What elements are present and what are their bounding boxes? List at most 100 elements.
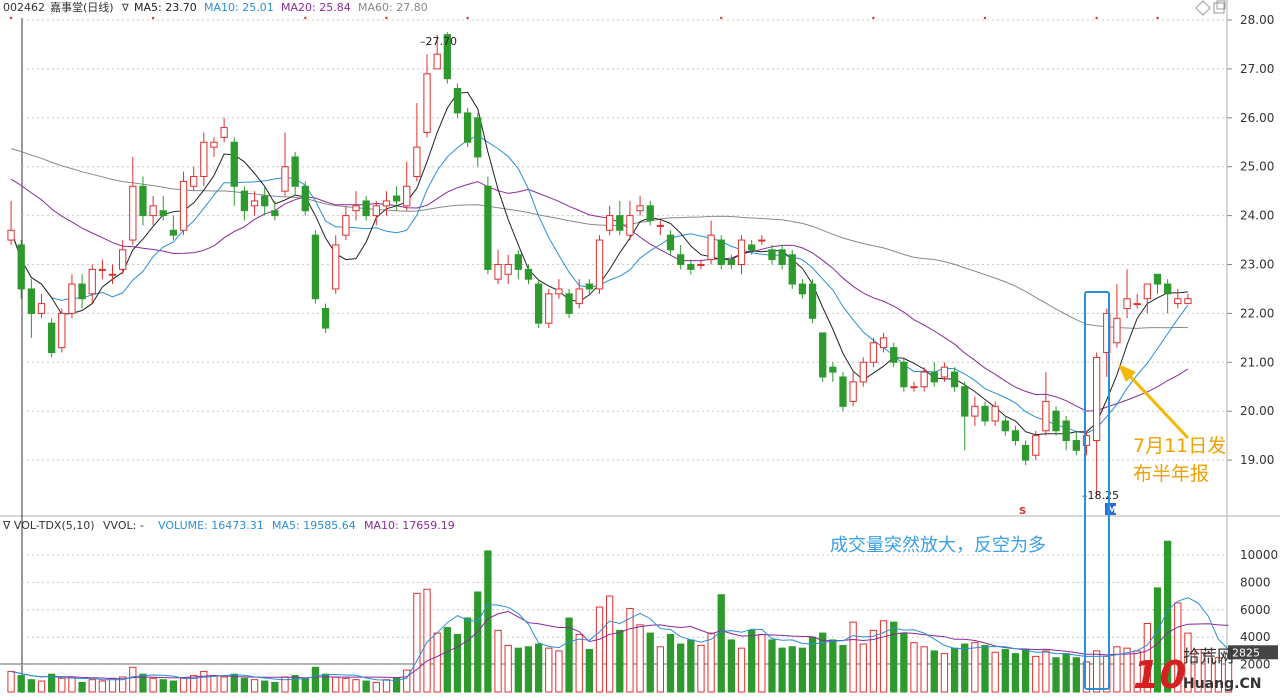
- volume-bar: [1123, 647, 1131, 693]
- candle-body: [433, 53, 441, 70]
- candle-body: [342, 215, 350, 236]
- candle-body: [1001, 420, 1009, 432]
- volume-bar: [839, 644, 847, 693]
- volume-bar: [758, 633, 766, 693]
- candle-body: [666, 234, 675, 251]
- volume-tick-label: 8000: [1240, 575, 1271, 589]
- candle-body: [981, 405, 989, 422]
- volume-tick-label: 10000: [1240, 548, 1278, 562]
- volume-bar: [534, 643, 543, 693]
- volume-bar: [463, 617, 472, 693]
- volume-bar: [1001, 649, 1009, 693]
- candle-body: [697, 264, 705, 266]
- volume-bar: [950, 647, 959, 693]
- volume-bar: [68, 676, 76, 693]
- event-dot: [385, 16, 388, 20]
- candle-body: [352, 205, 360, 212]
- candle-body: [474, 117, 482, 158]
- candle-body: [737, 239, 746, 266]
- restore-icon[interactable]: [1195, 0, 1211, 16]
- volume-bar: [301, 677, 309, 693]
- volume-bar: [717, 594, 725, 693]
- candle-body: [748, 244, 756, 251]
- svg-text:拾荒网: 拾荒网: [1183, 647, 1234, 667]
- candle-body: [1123, 298, 1131, 310]
- candle-body: [88, 268, 96, 295]
- event-annotation-line2: 布半年报: [1133, 463, 1209, 485]
- volume-bar: [291, 675, 299, 693]
- candle-body: [656, 224, 665, 227]
- volume-bar: [971, 642, 979, 693]
- volume-bar: [1062, 653, 1070, 693]
- volume-bar: [443, 627, 451, 693]
- volume-bar: [250, 679, 259, 693]
- candle-body: [230, 141, 238, 187]
- volume-bar: [555, 650, 563, 693]
- candle-body: [606, 215, 614, 231]
- candle-body: [595, 239, 604, 290]
- candle-body: [839, 376, 847, 407]
- candle-body: [1153, 273, 1162, 285]
- candle-body: [565, 293, 573, 314]
- candlestick-series: [7, 32, 1192, 497]
- low-price-label: –18.25: [1082, 489, 1119, 502]
- volume-bar: [940, 653, 949, 693]
- candle-body: [585, 283, 593, 290]
- price-tick-label: 23.00: [1240, 258, 1274, 272]
- volume-ma10-line: [11, 610, 1229, 680]
- volume-bar: [585, 649, 593, 693]
- volume-bar: [1143, 623, 1151, 693]
- volume-bar-series: [7, 540, 1233, 693]
- volume-bar: [930, 650, 938, 693]
- maximize-icon[interactable]: [1213, 0, 1226, 14]
- volume-bar: [514, 647, 522, 693]
- volume-bar: [362, 680, 370, 693]
- candle-body: [149, 205, 157, 217]
- candle-body: [555, 288, 563, 295]
- high-price-label: –27.70: [420, 35, 457, 48]
- candle-body: [626, 215, 634, 236]
- volume-bar: [545, 647, 553, 693]
- svg-text:M: M: [1107, 505, 1117, 516]
- candle-body: [1021, 444, 1030, 461]
- volume-tick-label: 2000: [1240, 658, 1271, 672]
- price-tick-label: 24.00: [1240, 209, 1274, 223]
- candle-body: [788, 254, 796, 285]
- price-tick-label: 19.00: [1240, 453, 1274, 467]
- volume-bar: [484, 550, 492, 693]
- candle-body: [758, 239, 766, 242]
- volume-bar: [636, 624, 644, 693]
- candle-body: [1143, 283, 1151, 300]
- candle-body: [240, 190, 249, 212]
- candle-body: [1092, 356, 1101, 442]
- candle-body: [190, 175, 198, 187]
- ma-dropdown-icon[interactable]: ∇: [121, 3, 129, 14]
- volume-moving-average-lines: [11, 597, 1229, 681]
- volume-bar: [575, 633, 583, 693]
- volume-tick-label: 4000: [1240, 630, 1271, 644]
- candle-body: [17, 244, 25, 290]
- candle-body: [1133, 303, 1141, 306]
- event-dot: [720, 16, 723, 20]
- volume-bar: [149, 677, 157, 693]
- candle-body: [524, 268, 533, 280]
- volume-indicator-label[interactable]: ∇ VOL-TDX(5,10): [2, 519, 95, 532]
- candle-body: [372, 205, 380, 217]
- volume-bar: [27, 679, 36, 693]
- candle-body: [940, 366, 949, 378]
- candle-body: [37, 303, 46, 314]
- volume-bar: [433, 632, 441, 693]
- volume-bar: [859, 643, 867, 693]
- candle-body: [48, 322, 56, 354]
- ma20-label: MA20: 25.84: [281, 1, 351, 14]
- candle-body: [179, 180, 188, 231]
- candle-body: [991, 405, 999, 422]
- price-tick-label: 28.00: [1240, 13, 1274, 27]
- volume-bar: [565, 617, 573, 693]
- volume-bar: [332, 676, 340, 693]
- volume-bar: [991, 651, 999, 693]
- volume-bar: [961, 643, 969, 693]
- candle-body: [890, 347, 898, 363]
- event-dot: [466, 16, 469, 20]
